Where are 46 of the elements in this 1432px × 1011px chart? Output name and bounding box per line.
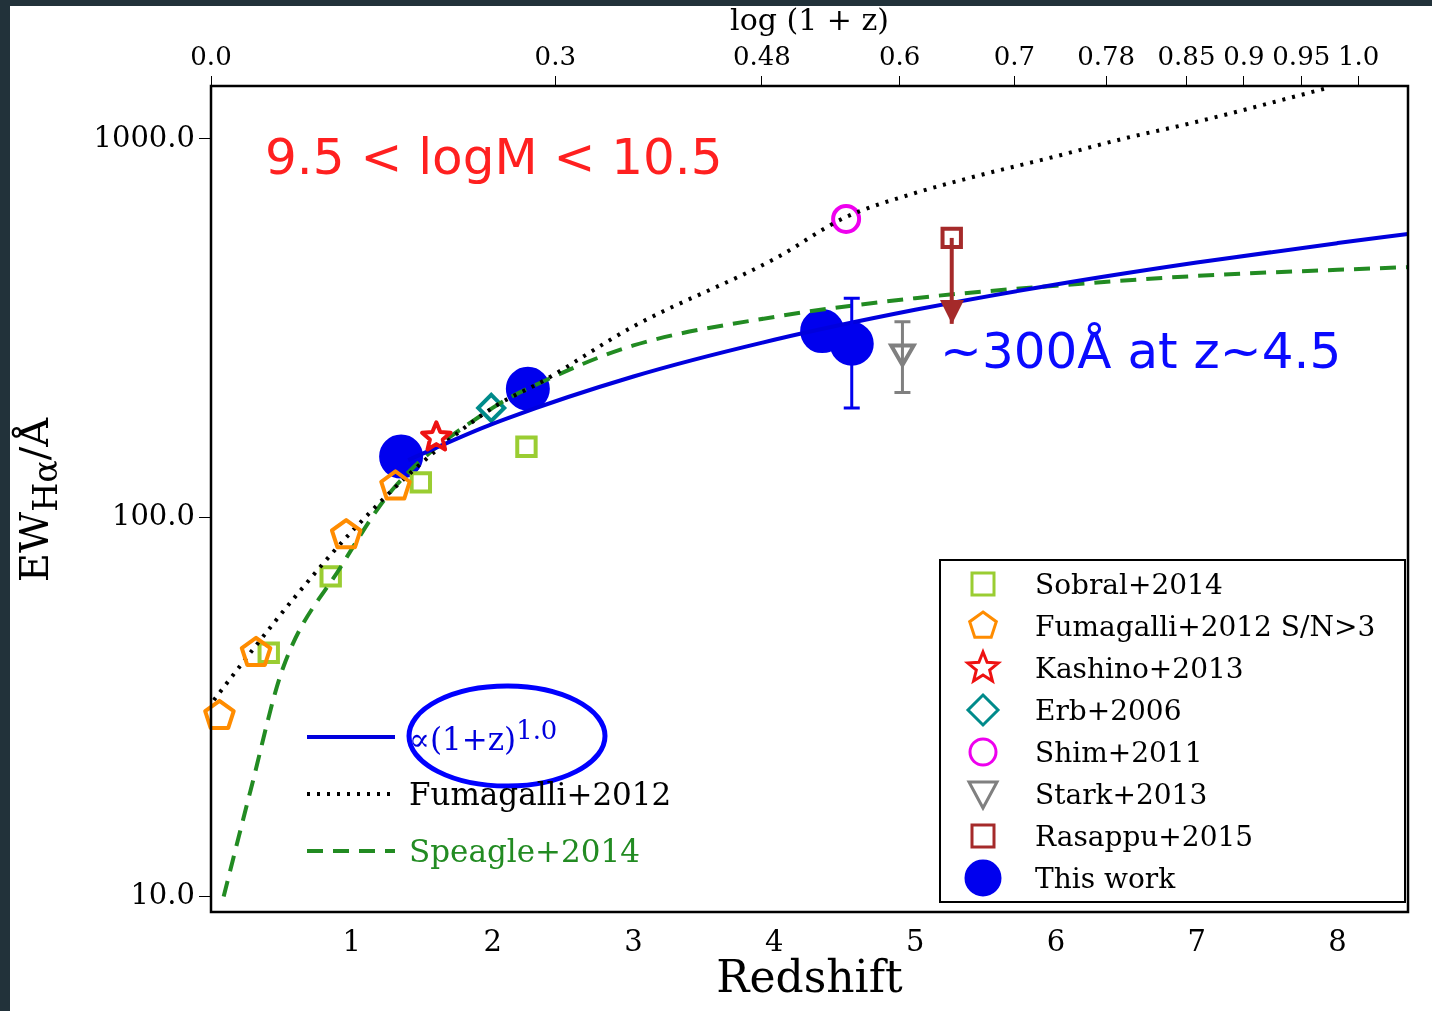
legend-label: Fumagalli+2012 S/N>3 [1035, 609, 1376, 643]
point [203, 698, 236, 730]
x-tick-label: 2 [483, 923, 502, 958]
x2-tick-label: 1.0 [1337, 41, 1380, 72]
point [420, 420, 453, 452]
x-tick-label: 1 [342, 923, 362, 958]
x2-tick-label: 0.3 [534, 41, 576, 72]
legend-label: Rasappu+2015 [1035, 819, 1254, 853]
line-series [406, 232, 1408, 463]
legend-label: ∝(1+z)$^{1.0}$ [409, 715, 558, 758]
x2-tick-label: 0.95 [1272, 41, 1331, 72]
legend-label: Kashino+2013 [1035, 651, 1244, 685]
x2-tick-label: 0.9 [1223, 41, 1265, 72]
annotation: ~300Å at z~4.5 [940, 322, 1342, 380]
x2-tick-label: 0.6 [878, 41, 921, 72]
point [409, 471, 433, 494]
x-tick-label: 7 [1187, 923, 1206, 958]
point [329, 518, 363, 550]
y-tick-label: 1000.0 [93, 119, 195, 154]
point [476, 392, 507, 423]
point [940, 226, 963, 250]
x2-tick-label: 0.48 [732, 41, 791, 72]
annotation: 9.5 < logM < 10.5 [265, 128, 723, 186]
x2-tick-label: 0.0 [190, 41, 232, 72]
legend-label: Stark+2013 [1035, 777, 1208, 811]
legend-label: Speagle+2014 [409, 832, 640, 869]
y-tick-label: 10.0 [130, 877, 195, 912]
legend-label: Sobral+2014 [1035, 567, 1223, 601]
x2-tick-label: 0.7 [993, 41, 1036, 72]
x-tick-label: 6 [1046, 923, 1066, 958]
point [379, 469, 412, 501]
point [515, 435, 538, 458]
legend-label: This work [1035, 861, 1176, 895]
x2-tick-label: 0.78 [1077, 41, 1136, 72]
line-series [221, 265, 1408, 899]
legend-label: Fumagalli+2012 [409, 775, 672, 812]
legend-label: Shim+2011 [1035, 735, 1203, 769]
x-tick-label: 5 [905, 923, 925, 958]
y-tick-label: 100.0 [111, 498, 195, 533]
x-tick-label: 8 [1328, 923, 1347, 958]
x2-tick-label: 0.85 [1157, 41, 1216, 72]
point [831, 203, 862, 234]
point [239, 635, 273, 667]
legend-label: Erb+2006 [1035, 693, 1182, 727]
x-tick-label: 3 [624, 923, 643, 958]
x2-axis-title: log (1 + z) [730, 1, 889, 37]
